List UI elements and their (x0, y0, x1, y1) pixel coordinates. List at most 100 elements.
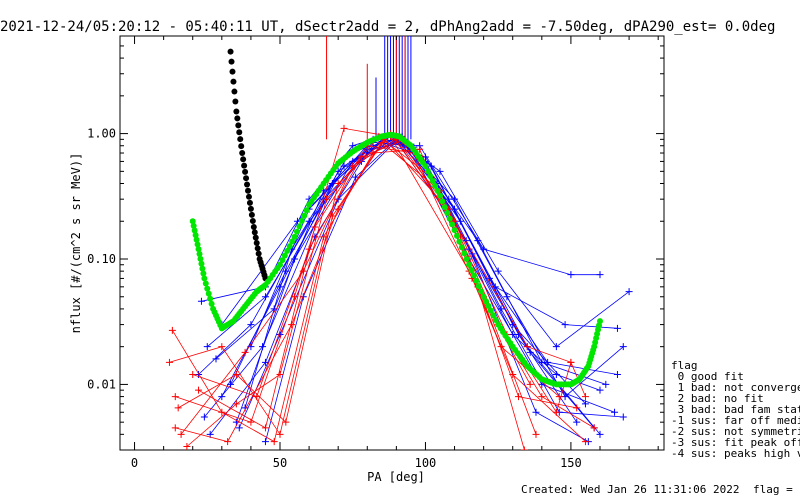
fit-point (284, 247, 291, 254)
fit-point (296, 223, 303, 230)
footer-flag: flag = 0 (753, 483, 800, 496)
fit-point (194, 241, 201, 248)
x-tick-label: 150 (560, 456, 582, 470)
data-point-marker (596, 271, 604, 279)
data-point-marker (625, 288, 633, 296)
x-tick-label: 0 (131, 456, 138, 470)
fit-point (466, 261, 473, 268)
fit-point (470, 272, 477, 279)
fit-point (230, 78, 237, 85)
series-line (169, 132, 586, 436)
fit-point (232, 98, 239, 105)
fit-point (301, 212, 308, 219)
series-line (180, 138, 572, 435)
x-tick-label: 50 (273, 456, 287, 470)
data-point-marker (261, 438, 269, 446)
fit-point (235, 122, 242, 129)
fit-point (233, 108, 240, 115)
data-point-marker (613, 370, 621, 378)
data-point-marker (619, 343, 627, 351)
legend-item: -2 sus: not symmetri (671, 425, 800, 438)
fit-point (429, 177, 436, 184)
axes: 0 50 100 150 0.01 0.10 1.00 (87, 35, 664, 470)
fit-point (237, 136, 244, 143)
fit-point (286, 243, 293, 250)
data-point-marker (183, 442, 191, 450)
data-point-marker (552, 408, 560, 416)
fit-point (475, 283, 482, 290)
data-point-marker (520, 446, 528, 450)
fit-point (424, 168, 431, 175)
fit-point (195, 246, 202, 253)
data-point-marker (619, 413, 627, 421)
data-point-marker (581, 438, 589, 446)
footer-created: Created: Wed Jan 26 11:31:06 2022 (521, 483, 740, 496)
fit-point (208, 300, 215, 307)
fit-point (291, 233, 298, 240)
data-point-marker (334, 205, 342, 213)
fit-point (279, 257, 286, 264)
data-point-marker (436, 167, 444, 175)
data-point-marker (532, 430, 540, 438)
data-point-marker (474, 237, 482, 245)
fit-point (446, 215, 453, 222)
data-point-marker (227, 380, 235, 388)
data-point-marker (349, 142, 357, 150)
fit-point (487, 307, 494, 314)
series-line (178, 141, 595, 429)
data-point-marker (171, 424, 179, 432)
fit-point (439, 198, 446, 205)
fit-point (281, 252, 288, 259)
fit-point (190, 222, 197, 229)
fit-point (473, 277, 480, 284)
fit-point (597, 318, 603, 325)
fit-point (227, 48, 234, 55)
fit-point (196, 250, 203, 257)
data-point-marker (218, 343, 226, 351)
plot-content (165, 36, 633, 450)
plot-area (119, 35, 665, 451)
data-point-marker (189, 370, 197, 378)
data-point-marker (235, 424, 243, 432)
data-point-marker (494, 267, 502, 275)
data-point-marker (320, 233, 328, 241)
data-point-marker (311, 223, 319, 231)
data-point-marker (596, 386, 604, 394)
data-point-marker (573, 418, 581, 426)
legend-item: 0 good fit (671, 370, 744, 383)
data-point-marker (305, 217, 313, 225)
data-point-marker (261, 424, 269, 432)
data-point-marker (590, 424, 598, 432)
fit-point (238, 143, 245, 150)
data-point-marker (567, 271, 575, 279)
fit-point (200, 270, 207, 277)
fit-point (250, 223, 257, 230)
fit-point (245, 193, 252, 200)
fit-point (451, 227, 458, 234)
data-point-marker (282, 418, 290, 426)
data-point-marker (224, 438, 232, 446)
data-point-marker (334, 180, 342, 187)
data-point-marker (544, 358, 552, 366)
data-point-marker (515, 393, 523, 401)
data-point-marker (218, 408, 226, 416)
fit-point (207, 295, 214, 302)
fit-point (240, 156, 247, 163)
fit-point (205, 290, 212, 297)
data-point-marker (555, 393, 563, 401)
fit-point (245, 187, 251, 194)
data-point-marker (596, 430, 604, 438)
data-point-marker (523, 343, 531, 351)
data-point-marker (445, 195, 453, 203)
fit-point (197, 255, 204, 262)
fit-point (293, 228, 300, 235)
series-line (215, 141, 600, 360)
fit-point (251, 229, 258, 236)
fit-point (247, 205, 254, 212)
data-point-marker (416, 145, 424, 153)
fit-point (458, 244, 465, 251)
legend-item: -3 sus: fit peak off 9 (671, 436, 800, 449)
data-point-marker (247, 321, 255, 329)
data-point-marker (165, 358, 173, 366)
